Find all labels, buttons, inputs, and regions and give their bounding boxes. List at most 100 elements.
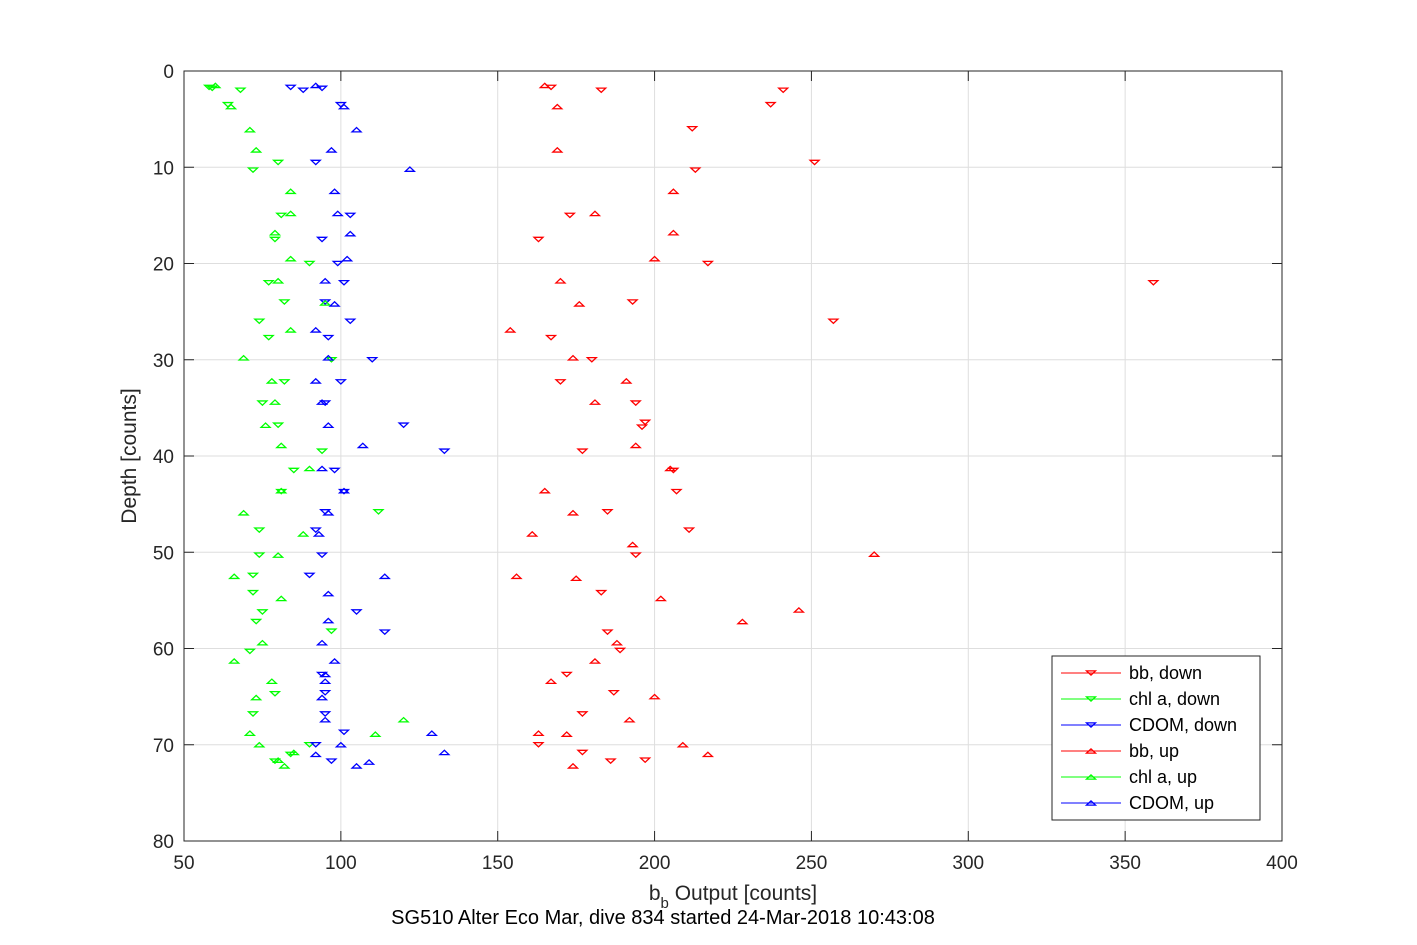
data-point — [667, 229, 680, 236]
x-axis-label-rest: Output [counts] — [669, 882, 817, 905]
data-point — [504, 326, 517, 333]
legend: bb, down chl a, down CDOM, down bb, up chl a… — [1051, 655, 1261, 821]
data-point — [554, 379, 567, 385]
data-point — [319, 277, 332, 284]
data-point — [325, 146, 338, 153]
data-point — [425, 730, 438, 736]
y-tick-label: 0 — [163, 62, 174, 83]
data-point — [331, 260, 344, 267]
data-point — [551, 146, 564, 153]
data-point — [350, 126, 363, 133]
data-point — [613, 647, 627, 654]
data-point — [309, 159, 322, 166]
data-point — [319, 689, 332, 696]
data-point — [315, 448, 329, 455]
data-point — [319, 671, 332, 678]
legend-label: CDOM, down — [1129, 715, 1237, 735]
legend-entries: bb, down chl a, down CDOM, down bb, up chl a… — [1061, 663, 1237, 813]
data-point — [827, 318, 840, 325]
x-tick-label: 300 — [952, 853, 984, 874]
data-point — [620, 377, 633, 384]
data-point — [372, 509, 385, 515]
data-point — [701, 751, 715, 758]
figure-caption: SG510 Alter Eco Mar, dive 834 started 24… — [391, 907, 935, 929]
legend-entry: bb, up — [1061, 741, 1179, 761]
data-point — [629, 442, 642, 449]
data-point — [250, 694, 263, 701]
data-point — [246, 167, 260, 174]
data-point — [319, 299, 332, 306]
data-point — [563, 212, 576, 219]
x-tick-label: 200 — [639, 853, 671, 874]
data-point — [250, 618, 263, 625]
data-point — [337, 729, 351, 736]
data-point — [284, 255, 297, 262]
data-point — [325, 758, 338, 765]
data-point — [287, 749, 300, 756]
data-point — [209, 82, 222, 89]
data-point — [566, 354, 580, 361]
data-point — [322, 354, 335, 361]
data-point — [253, 552, 266, 559]
data-point — [271, 422, 285, 429]
data-point — [623, 716, 636, 723]
legend-marker — [1084, 747, 1098, 754]
data-point — [438, 448, 451, 455]
data-point — [315, 552, 329, 559]
data-point — [250, 146, 263, 153]
data-point — [777, 87, 790, 94]
data-point — [808, 159, 821, 166]
data-point — [610, 639, 624, 646]
data-point — [566, 509, 580, 516]
legend-marker — [1084, 670, 1098, 677]
data-point — [287, 467, 300, 474]
data-point — [682, 527, 696, 534]
data-point — [585, 356, 598, 363]
data-point — [275, 212, 288, 219]
data-point — [315, 85, 329, 92]
data-point — [378, 573, 391, 580]
legend-entry: chl a, down — [1061, 689, 1220, 709]
data-point — [397, 716, 410, 723]
data-point — [284, 210, 297, 217]
x-axis-label-base: b — [649, 882, 661, 905]
data-point — [303, 260, 316, 267]
data-point — [538, 82, 551, 89]
data-point — [362, 759, 376, 765]
data-point — [626, 299, 639, 306]
data-point — [554, 277, 567, 284]
data-point — [268, 758, 282, 765]
data-point — [322, 617, 335, 624]
data-point — [243, 648, 257, 655]
data-point — [256, 639, 269, 646]
data-point — [588, 399, 602, 405]
data-point — [356, 442, 369, 449]
x-tick-label: 400 — [1266, 853, 1298, 874]
data-point — [309, 527, 322, 534]
y-tick-label: 30 — [153, 351, 174, 372]
data-point — [566, 762, 580, 769]
data-point — [312, 530, 326, 537]
data-point — [246, 589, 260, 596]
data-point — [664, 465, 677, 472]
data-point — [576, 711, 589, 717]
data-point — [303, 572, 316, 579]
data-point — [337, 487, 351, 494]
data-point — [532, 741, 545, 748]
y-tick-label: 20 — [153, 255, 174, 276]
data-point — [265, 678, 278, 685]
data-point — [532, 730, 545, 736]
grid — [184, 71, 1282, 841]
data-point — [319, 716, 332, 723]
y-tick-label: 60 — [153, 640, 174, 661]
y-tick-label: 50 — [153, 543, 174, 564]
y-tick-label: 40 — [153, 447, 174, 468]
data-point — [328, 188, 341, 195]
legend-label: CDOM, up — [1129, 793, 1214, 813]
data-point — [551, 103, 564, 110]
data-point — [667, 188, 680, 195]
data-point — [259, 422, 272, 428]
data-point — [648, 255, 661, 262]
data-point — [532, 236, 545, 243]
